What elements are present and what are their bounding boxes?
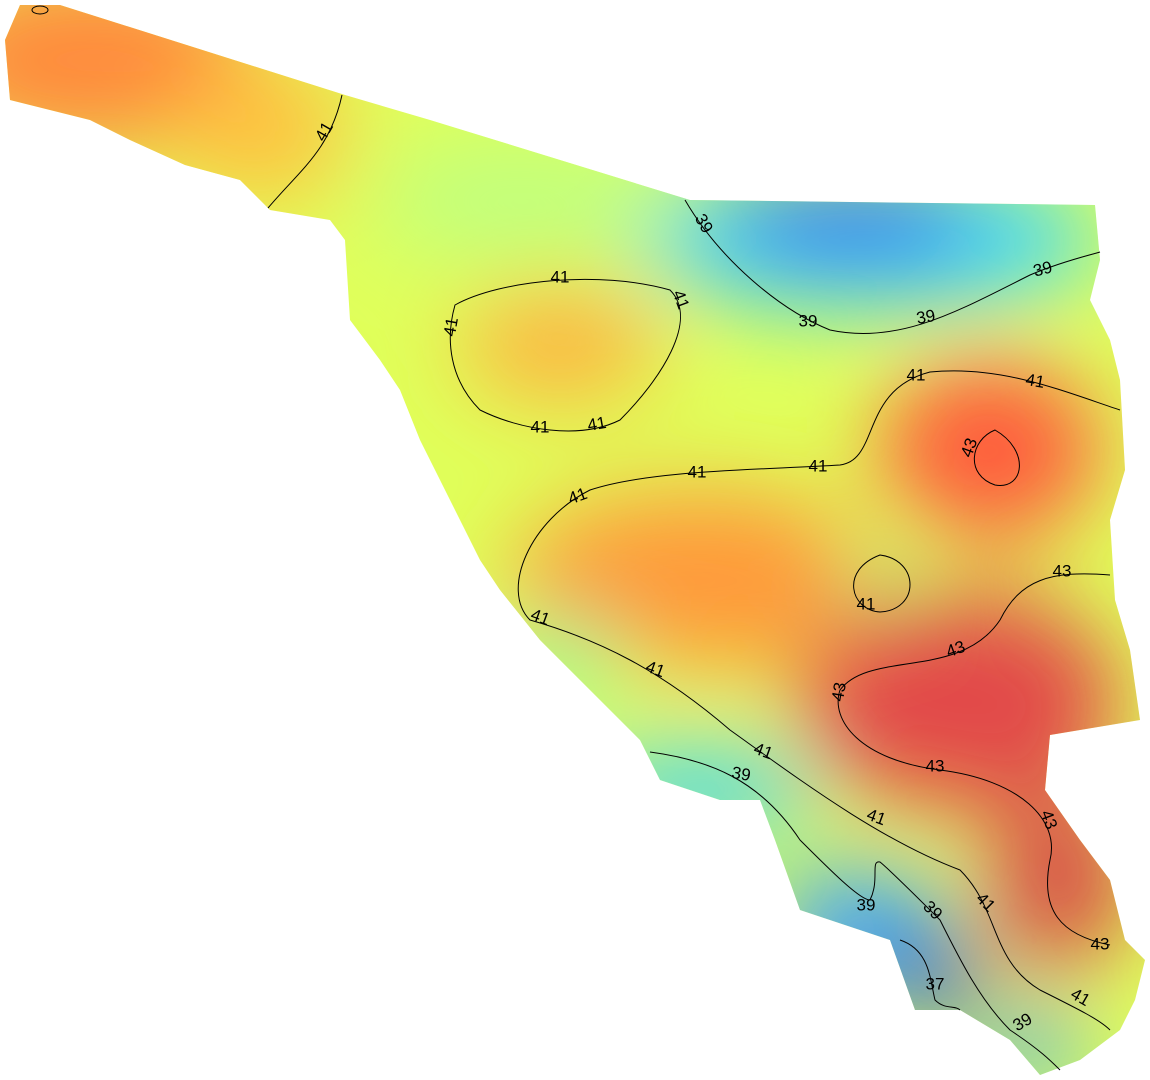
isolines xyxy=(31,5,1121,1071)
contour-label: 41 xyxy=(688,462,707,481)
contour-label: 39 xyxy=(857,895,876,914)
contour-label: 41 xyxy=(531,417,550,436)
contour-label: 41 xyxy=(907,365,926,384)
contour-label: 41 xyxy=(1024,370,1046,392)
contour-label: 43 xyxy=(1091,934,1110,953)
contour-label: 39 xyxy=(915,306,937,328)
contour-label: 39 xyxy=(730,763,752,785)
contour-label: 41 xyxy=(857,594,876,613)
contour-label: 41 xyxy=(440,316,462,338)
contour-label: 41 xyxy=(809,456,828,475)
contour-label: 41 xyxy=(586,413,608,435)
contour-label: 39 xyxy=(1031,257,1054,280)
contour-label: 43 xyxy=(828,681,850,703)
contour-label: 37 xyxy=(926,974,945,993)
contour-label: 43 xyxy=(926,756,945,775)
contour-label: 39 xyxy=(799,311,818,330)
contour-label: 43 xyxy=(1053,561,1072,580)
contour-label: 41 xyxy=(551,267,570,286)
